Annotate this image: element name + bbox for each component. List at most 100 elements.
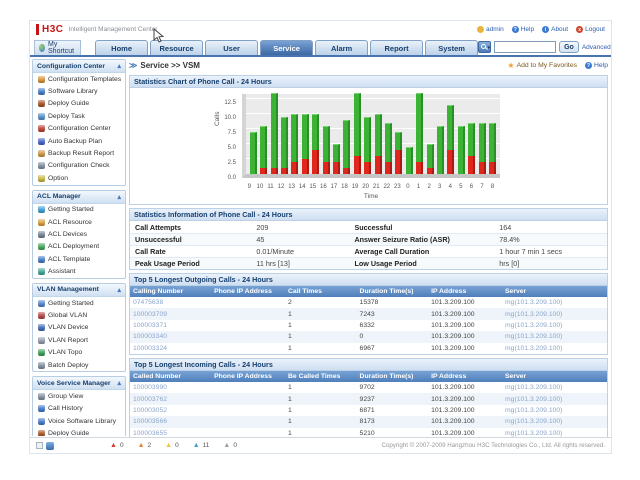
cell-link[interactable]: mg(101.3.209.100) — [502, 311, 607, 318]
sidebar-item-voice-software-library[interactable]: Voice Software Library — [33, 415, 125, 427]
my-shortcut-button[interactable]: My Shortcut — [34, 40, 81, 55]
alarm-sound-icon[interactable] — [46, 442, 54, 450]
cell-link[interactable]: 07475638 — [130, 299, 211, 306]
user-link-logout[interactable]: xLogout — [576, 26, 605, 33]
user-link-help[interactable]: ?Help — [512, 26, 534, 33]
sidebar-item-acl-deployment[interactable]: ACL Deployment — [33, 241, 125, 253]
cell-link[interactable]: mg(101.3.209.100) — [502, 345, 607, 352]
column-header-ip-address[interactable]: IP Address — [428, 288, 502, 295]
cell-link[interactable]: 100003052 — [130, 407, 211, 414]
cell-link[interactable]: mg(101.3.209.100) — [502, 299, 607, 306]
column-header-calling-number[interactable]: Calling Number — [130, 288, 211, 295]
user-link-about[interactable]: iAbout — [542, 26, 568, 33]
sidebar-item-assistant[interactable]: Assistant — [33, 265, 125, 277]
tab-alarm[interactable]: Alarm — [315, 40, 368, 55]
sidebar-item-global-vlan[interactable]: Global VLAN — [33, 309, 125, 321]
add-to-favorites-link[interactable]: ★ Add to My Favorites — [507, 61, 577, 70]
unsuccessful-segment — [427, 168, 434, 174]
user-link-admin[interactable]: admin — [477, 26, 504, 33]
outgoing-section-title: Top 5 Longest Outgoing Calls - 24 Hours — [130, 274, 607, 286]
column-header-be-called-times[interactable]: Be Called Times — [285, 373, 357, 380]
sidebar-item-backup-result-report[interactable]: Backup Result Report — [33, 147, 125, 159]
tab-home[interactable]: Home — [95, 40, 148, 55]
cell-link[interactable]: 100003340 — [130, 333, 211, 340]
stat-label: Call Attempts — [135, 223, 256, 232]
cell-link[interactable]: 100003990 — [130, 384, 211, 391]
tab-system[interactable]: System — [425, 40, 478, 55]
major-alarm[interactable]: ▲2 — [138, 442, 152, 449]
sidebar-item-vlan-topo[interactable]: VLAN Topo — [33, 346, 125, 358]
sidebar-item-getting-started[interactable]: Getting Started — [33, 204, 125, 216]
collapse-icon[interactable]: ▴ — [117, 379, 121, 387]
footer-bar: ▲0▲2▲0▲11▲0 Copyright © 2007-2009 Hangzh… — [30, 437, 611, 453]
sidebar-item-configuration-center[interactable]: Configuration Center — [33, 123, 125, 135]
sidebar-section-header-configuration-center[interactable]: Configuration Center▴ — [33, 60, 125, 73]
cell-link[interactable]: 100003566 — [130, 418, 211, 425]
column-header-phone-ip-address[interactable]: Phone IP Address — [211, 288, 285, 295]
critical-alarm-icon: ▲ — [110, 442, 117, 449]
sidebar-item-acl-resource[interactable]: ACL Resource — [33, 216, 125, 228]
collapse-icon[interactable]: ▴ — [117, 193, 121, 201]
tab-service[interactable]: Service — [260, 40, 313, 55]
cleared-alarm[interactable]: ▲0 — [223, 442, 237, 449]
sidebar-section-header-vlan-management[interactable]: VLAN Management▴ — [33, 284, 125, 297]
minor-alarm[interactable]: ▲0 — [165, 442, 179, 449]
sidebar-item-configuration-check[interactable]: Configuration Check — [33, 160, 125, 172]
sidebar-item-software-library[interactable]: Software Library — [33, 85, 125, 97]
sidebar-section-header-voice-service-manager[interactable]: Voice Service Manager▴ — [33, 377, 125, 390]
sidebar-item-auto-backup-plan[interactable]: Auto Backup Plan — [33, 135, 125, 147]
column-header-phone-ip-address[interactable]: Phone IP Address — [211, 373, 285, 380]
cell-link[interactable]: 100003371 — [130, 322, 211, 329]
sidebar-item-deploy-guide[interactable]: Deploy Guide — [33, 427, 125, 436]
sidebar-item-deploy-guide[interactable]: Deploy Guide — [33, 98, 125, 110]
column-header-server[interactable]: Server — [502, 373, 607, 380]
warning-alarm[interactable]: ▲11 — [193, 442, 210, 449]
alarm-count: 0 — [175, 442, 179, 449]
sidebar-item-batch-deploy[interactable]: Batch Deploy — [33, 359, 125, 371]
cell-link[interactable]: mg(101.3.209.100) — [502, 430, 607, 437]
cell-link[interactable]: mg(101.3.209.100) — [502, 322, 607, 329]
search-input[interactable] — [494, 41, 556, 53]
sidebar-item-configuration-templates[interactable]: Configuration Templates — [33, 73, 125, 85]
cell-link[interactable]: mg(101.3.209.100) — [502, 418, 607, 425]
sidebar-item-deploy-task[interactable]: Deploy Task — [33, 110, 125, 122]
footer-settings-icon[interactable] — [36, 442, 43, 449]
advanced-search-link[interactable]: Advanced — [582, 44, 611, 51]
cell-link[interactable]: mg(101.3.209.100) — [502, 407, 607, 414]
bar-hour-15 — [312, 114, 319, 174]
sidebar-item-label: Voice Software Library — [48, 418, 116, 425]
sidebar-item-getting-started[interactable]: Getting Started — [33, 297, 125, 309]
sidebar-item-option[interactable]: Option — [33, 172, 125, 184]
column-header-duration-time-s[interactable]: Duration Time(s) — [357, 373, 429, 380]
sidebar-item-vlan-report[interactable]: VLAN Report — [33, 334, 125, 346]
tab-user[interactable]: User — [205, 40, 258, 55]
collapse-icon[interactable]: ▴ — [117, 62, 121, 70]
cell-link[interactable]: mg(101.3.209.100) — [502, 396, 607, 403]
critical-alarm[interactable]: ▲0 — [110, 442, 124, 449]
column-header-called-number[interactable]: Called Number — [130, 373, 211, 380]
cell-link[interactable]: 100003324 — [130, 345, 211, 352]
tab-report[interactable]: Report — [370, 40, 423, 55]
sidebar-item-vlan-device[interactable]: VLAN Device — [33, 322, 125, 334]
sidebar-item-acl-template[interactable]: ACL Template — [33, 253, 125, 265]
sidebar-item-call-history[interactable]: Call History — [33, 403, 125, 415]
column-header-duration-time-s[interactable]: Duration Time(s) — [357, 288, 429, 295]
column-header-server[interactable]: Server — [502, 288, 607, 295]
page-help-link[interactable]: ? Help — [585, 62, 608, 69]
cell-link[interactable]: 100003762 — [130, 396, 211, 403]
column-header-ip-address[interactable]: IP Address — [428, 373, 502, 380]
cell-link[interactable]: mg(101.3.209.100) — [502, 384, 607, 391]
successful-segment — [437, 126, 444, 174]
cell-value: 1 — [285, 418, 357, 425]
go-button[interactable]: Go — [559, 41, 579, 53]
column-header-call-times[interactable]: Call Times — [285, 288, 357, 295]
sidebar-item-acl-devices[interactable]: ACL Devices — [33, 228, 125, 240]
cell-link[interactable]: mg(101.3.209.100) — [502, 333, 607, 340]
collapse-icon[interactable]: ▴ — [117, 286, 121, 294]
sidebar-item-group-view[interactable]: Group View — [33, 390, 125, 402]
cell-link[interactable]: 100003655 — [130, 430, 211, 437]
tab-resource[interactable]: Resource — [150, 40, 203, 55]
sidebar-section-header-acl-manager[interactable]: ACL Manager▴ — [33, 191, 125, 204]
cell-link[interactable]: 100003709 — [130, 311, 211, 318]
search-scope-dropdown[interactable]: ▾ — [478, 41, 491, 53]
